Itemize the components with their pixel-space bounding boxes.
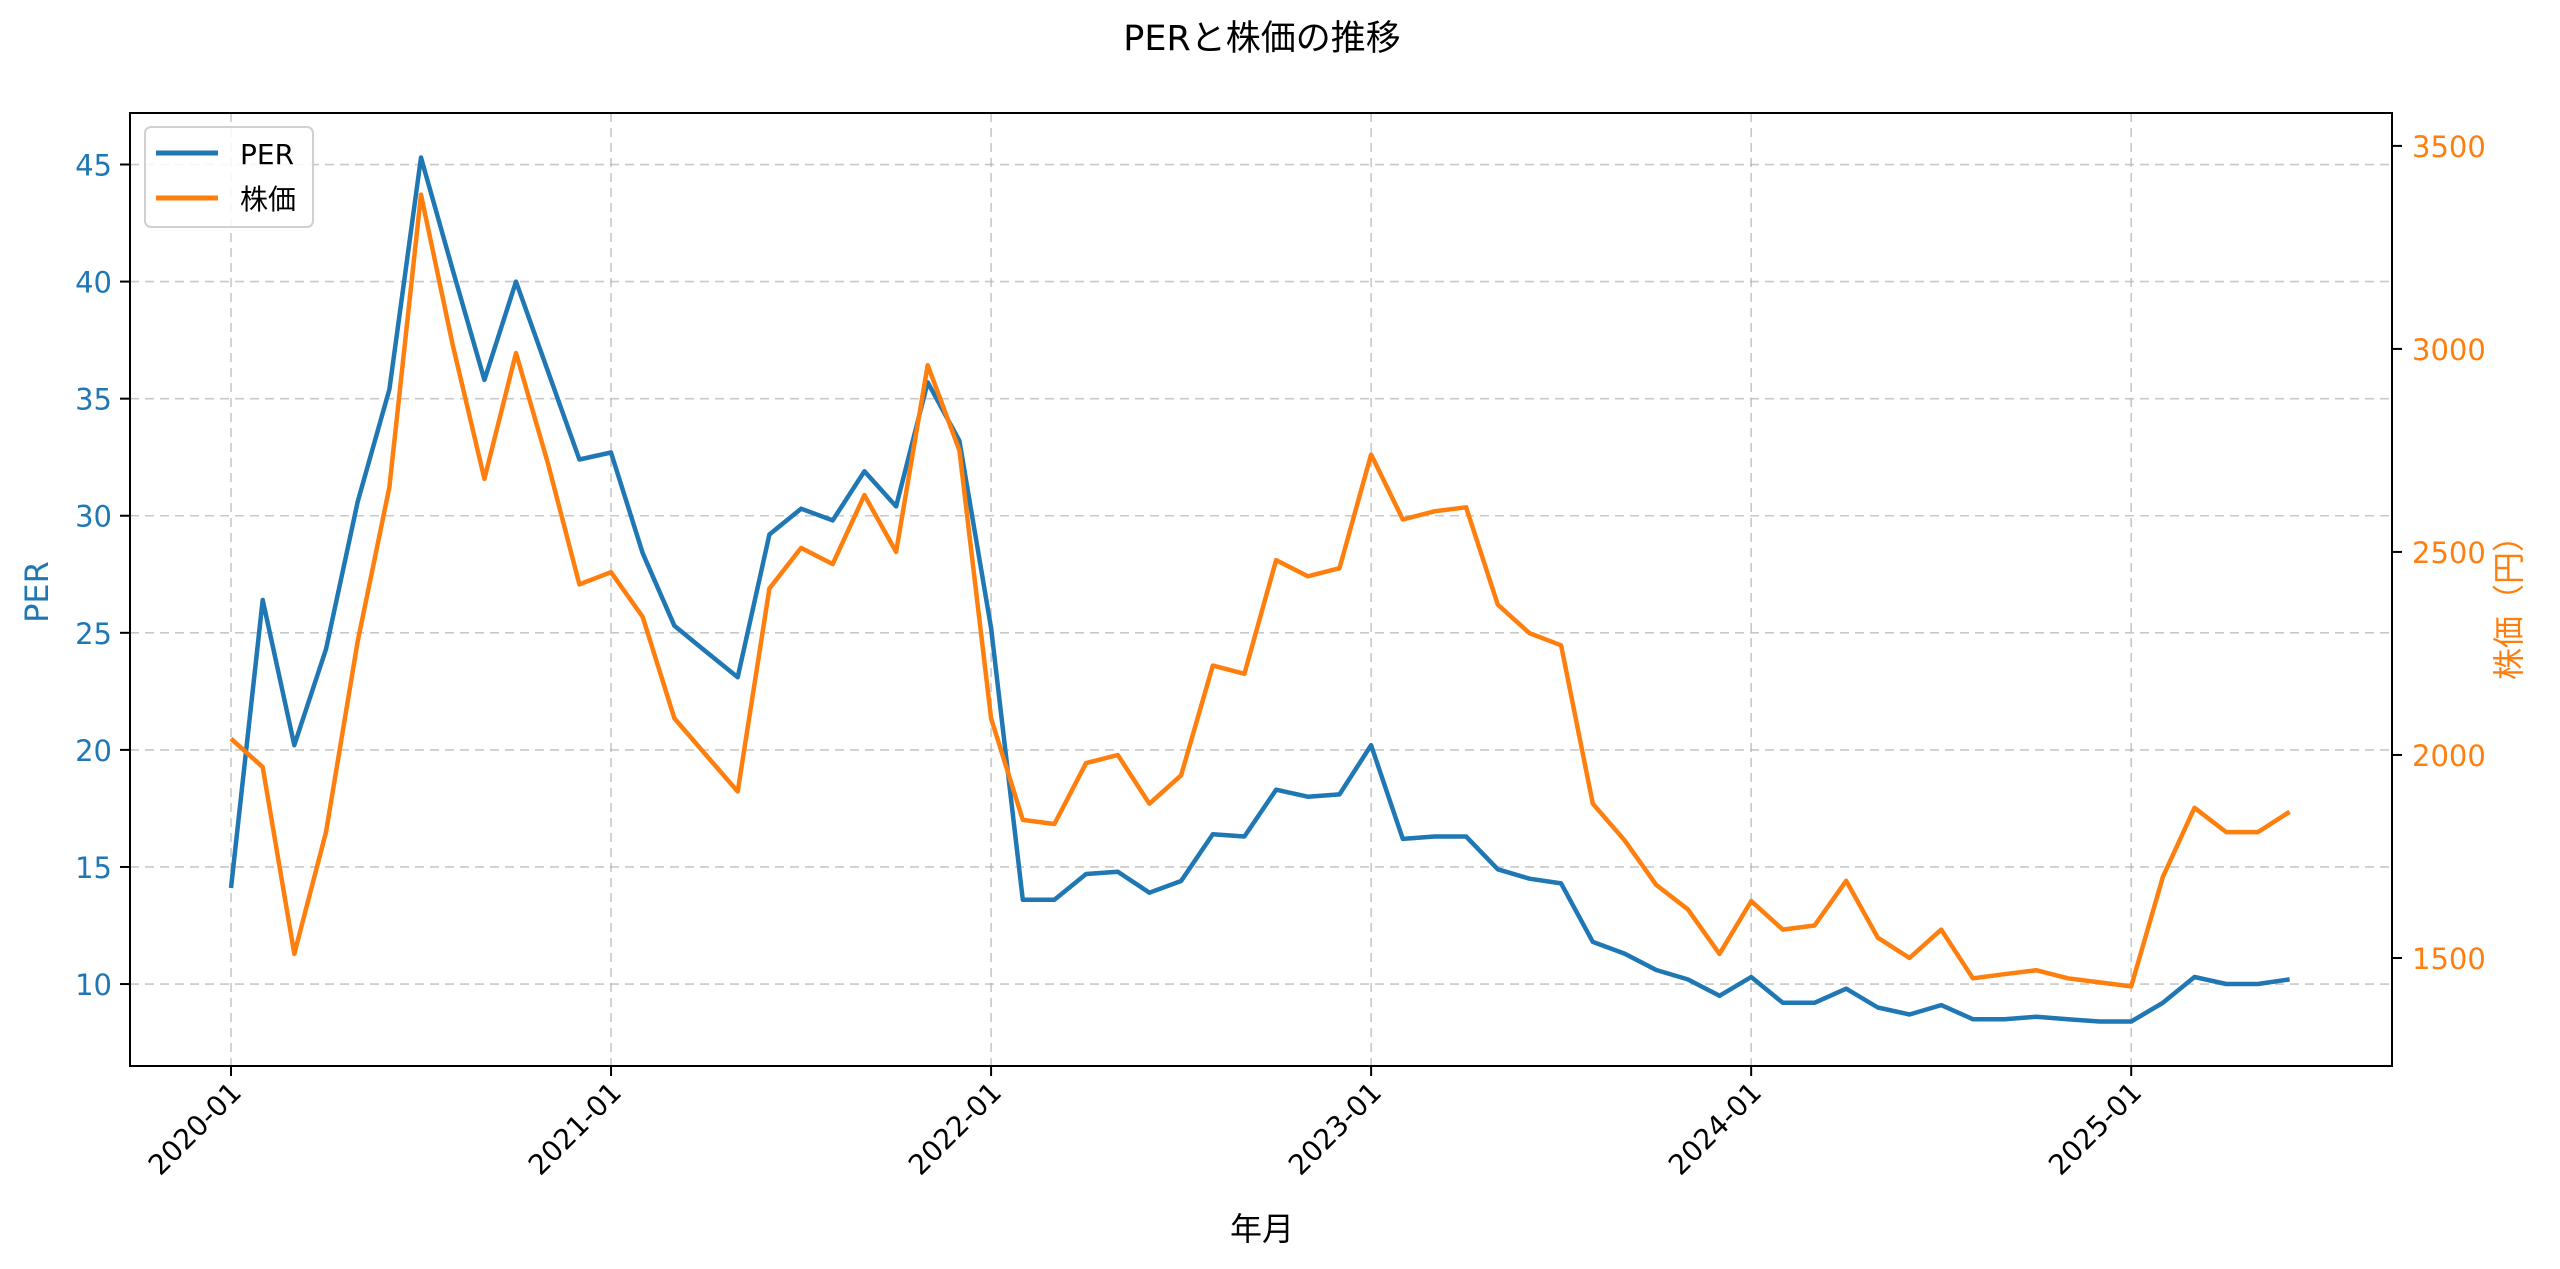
y-tick-label-right: 3000 bbox=[2412, 333, 2486, 367]
legend: PER 株価 bbox=[144, 126, 314, 228]
x-tick-label: 2024-01 bbox=[1662, 1076, 1768, 1182]
x-axis-label: 年月 bbox=[1230, 1210, 1294, 1248]
price-line bbox=[229, 192, 2291, 989]
legend-price-label: 株価 bbox=[240, 183, 296, 216]
y-axis-left: 10 15 20 25 30 35 40 45 bbox=[75, 149, 130, 1002]
per-line bbox=[228, 155, 2290, 1024]
chart-title: PERと株価の推移 bbox=[1123, 19, 1401, 59]
y-axis-left-label: PER bbox=[18, 561, 56, 623]
x-tick-label: 2025-01 bbox=[2042, 1076, 2148, 1182]
y-tick-label-right: 2500 bbox=[2412, 536, 2486, 570]
y-tick-label-left: 45 bbox=[75, 149, 112, 183]
y-tick-label-left: 15 bbox=[75, 851, 112, 885]
x-tick-label: 2020-01 bbox=[142, 1076, 248, 1182]
y-tick-label-left: 20 bbox=[75, 734, 112, 768]
y-tick-label-left: 25 bbox=[75, 617, 112, 651]
y-tick-label-left: 35 bbox=[75, 383, 112, 417]
legend-per-label: PER bbox=[240, 138, 294, 171]
y-tick-label-left: 30 bbox=[75, 500, 112, 534]
x-tick-label: 2021-01 bbox=[522, 1076, 628, 1182]
y-tick-label-right: 3500 bbox=[2412, 130, 2486, 164]
x-tick-label: 2023-01 bbox=[1282, 1076, 1388, 1182]
y-axis-right: 1500 2000 2500 3000 3500 bbox=[2392, 130, 2486, 976]
y-axis-right-label: 株価（円） bbox=[2490, 520, 2528, 680]
y-tick-label-left: 10 bbox=[75, 968, 112, 1002]
x-tick-label: 2022-01 bbox=[902, 1076, 1008, 1182]
y-tick-label-right: 2000 bbox=[2412, 739, 2486, 773]
plot-frame bbox=[129, 112, 2393, 1067]
gridlines bbox=[130, 113, 2392, 1066]
x-axis: 2020-01 2021-01 2022-01 2023-01 2024-01 2025-… bbox=[142, 1066, 2148, 1182]
plot-lines bbox=[228, 155, 2291, 1024]
y-tick-label-right: 1500 bbox=[2412, 942, 2486, 976]
y-tick-label-left: 40 bbox=[75, 266, 112, 300]
